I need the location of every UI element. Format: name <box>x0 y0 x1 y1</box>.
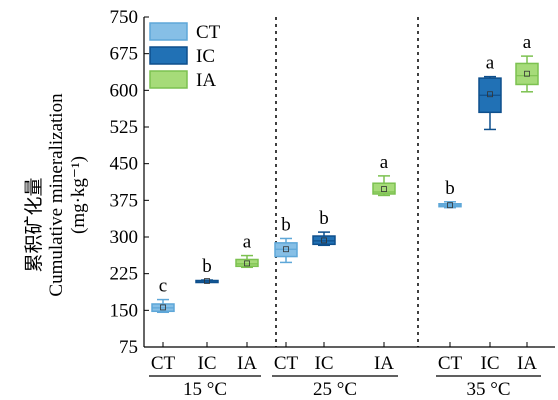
box-mean-marker <box>204 278 210 284</box>
box-mean-marker <box>524 70 530 77</box>
x-category-label: IC <box>198 353 217 374</box>
box-ct: c <box>151 276 175 314</box>
box-mean-marker <box>283 246 289 253</box>
y-tick-label: 300 <box>110 227 139 248</box>
x-category-label: IA <box>517 353 537 374</box>
significance-letter: a <box>523 32 532 53</box>
box-marks: c b a b b a b a a <box>151 32 539 314</box>
x-category-label: IC <box>481 353 500 374</box>
box-ic: b <box>312 208 336 247</box>
box-ct: b <box>274 214 298 264</box>
y-tick-label: 525 <box>110 117 139 138</box>
box-mean-marker <box>447 202 453 209</box>
significance-letter: a <box>380 152 389 173</box>
box-iqr <box>515 62 539 86</box>
y-tick-label: 375 <box>110 190 139 211</box>
box-ia: a <box>235 232 259 269</box>
legend-label: IC <box>196 46 215 67</box>
y-tick-label: 600 <box>110 80 139 101</box>
significance-letter: b <box>319 208 329 229</box>
group-label: 25 °C <box>313 379 357 400</box>
x-category-label: CT <box>274 353 299 374</box>
legend: CT IC IA <box>149 22 221 91</box>
box-iqr <box>372 182 396 195</box>
legend-label: CT <box>196 22 221 43</box>
significance-letter: c <box>159 276 167 297</box>
box-ia: a <box>515 32 539 93</box>
legend-swatch <box>149 70 188 89</box>
y-tick-label: 75 <box>119 337 138 358</box>
box-mean-marker <box>244 260 250 267</box>
significance-letter: a <box>486 53 495 74</box>
legend-label: IA <box>196 70 216 91</box>
box-iqr <box>235 258 259 268</box>
y-axis-label-chinese: 累积矿化量 <box>23 177 45 272</box>
box-ic: a <box>478 53 502 131</box>
legend-swatch <box>149 22 188 41</box>
y-tick-label: 225 <box>110 264 139 285</box>
x-category-label: IA <box>237 353 257 374</box>
x-category-label: IC <box>315 353 334 374</box>
box-iqr <box>312 235 336 246</box>
axes <box>143 17 555 348</box>
significance-letter: a <box>243 232 252 253</box>
box-ic: b <box>195 256 219 284</box>
y-tick-label: 450 <box>110 154 139 175</box>
group-separators <box>275 17 419 347</box>
significance-letter: b <box>281 214 291 235</box>
x-category-labels: CT IC IA 15 °C CT IC IA 25 °C CT IC IA 35 °C <box>149 342 541 400</box>
y-axis-unit: (mg·kg⁻¹) <box>68 156 89 234</box>
significance-letter: b <box>445 178 455 199</box>
box-mean-marker <box>321 237 327 244</box>
legend-swatch <box>149 46 188 65</box>
box-mean-marker <box>160 304 166 311</box>
y-tick-label: 150 <box>110 300 139 321</box>
y-axis-title: 累积矿化量 Cumulative mineralization (mg·kg⁻¹… <box>23 93 89 297</box>
y-ticks: 75 150 225 300 375 450 525 600 675 750 <box>110 7 149 358</box>
group-label: 15 °C <box>183 379 227 400</box>
y-axis-label-english: Cumulative mineralization <box>46 93 67 297</box>
y-tick-label: 675 <box>110 44 139 65</box>
group-label: 35 °C <box>466 379 510 400</box>
box-ia: a <box>372 152 396 197</box>
box-mean-marker <box>487 91 493 98</box>
x-category-label: CT <box>151 353 176 374</box>
x-category-label: CT <box>438 353 463 374</box>
box-mean-marker <box>381 186 387 192</box>
box-ct: b <box>438 178 462 209</box>
x-category-label: IA <box>374 353 394 374</box>
y-tick-label: 750 <box>110 7 139 28</box>
significance-letter: b <box>202 256 212 277</box>
